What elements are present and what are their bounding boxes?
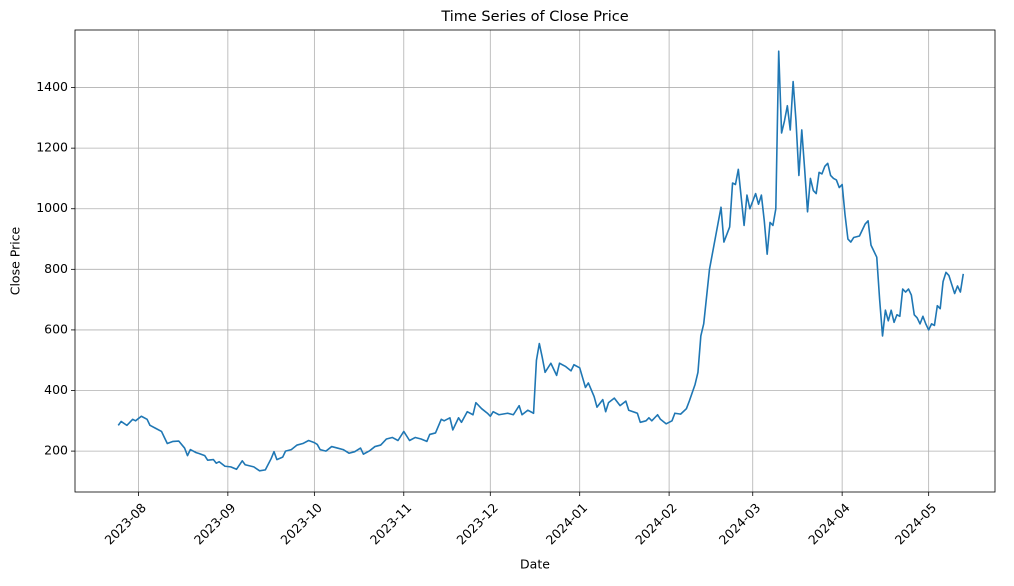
y-tick-label: 1400 bbox=[36, 79, 68, 94]
x-tick-label: 2023-11 bbox=[367, 500, 415, 548]
x-tick-label: 2023-10 bbox=[277, 500, 325, 548]
x-axis-label: Date bbox=[520, 557, 550, 572]
data-line bbox=[117, 50, 965, 472]
x-tick-label: 2024-04 bbox=[805, 500, 853, 548]
x-tick-label: 2023-09 bbox=[191, 500, 239, 548]
y-axis-label: Close Price bbox=[8, 226, 23, 295]
y-tick-label: 800 bbox=[44, 261, 68, 276]
x-tick-label: 2024-01 bbox=[543, 500, 591, 548]
plot-frame bbox=[74, 29, 996, 493]
y-tick-label: 1000 bbox=[36, 200, 68, 215]
x-tick-label: 2024-02 bbox=[632, 500, 680, 548]
x-tick-label: 2024-03 bbox=[716, 500, 764, 548]
x-tick-label: 2023-12 bbox=[453, 500, 501, 548]
x-tick-label: 2023-08 bbox=[102, 500, 150, 548]
chart-title: Time Series of Close Price bbox=[440, 9, 628, 25]
y-tick-label: 400 bbox=[44, 382, 68, 397]
y-tick-label: 200 bbox=[44, 443, 68, 458]
y-tick-label: 1200 bbox=[36, 140, 68, 155]
x-tick-label: 2024-05 bbox=[892, 500, 940, 548]
y-tick-label: 600 bbox=[44, 321, 68, 336]
